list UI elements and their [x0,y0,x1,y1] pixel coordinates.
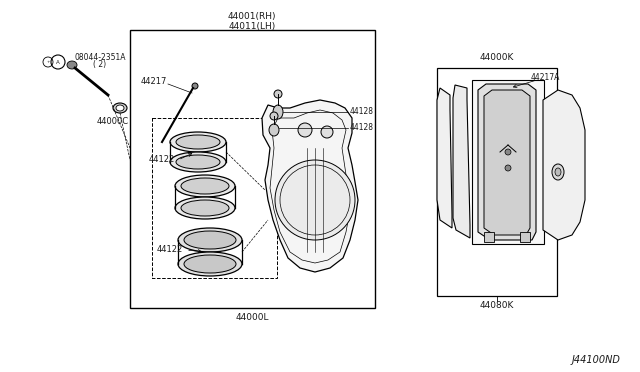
Text: ( 2): ( 2) [93,61,107,70]
Ellipse shape [178,228,242,252]
Ellipse shape [176,135,220,149]
Ellipse shape [321,126,333,138]
Ellipse shape [505,149,511,155]
Text: 44080K: 44080K [480,301,514,310]
Ellipse shape [170,152,226,172]
Text: 44122: 44122 [157,246,183,254]
Bar [130,30,375,308]
Ellipse shape [552,164,564,180]
Ellipse shape [275,160,355,240]
Ellipse shape [192,83,198,89]
Ellipse shape [170,132,226,152]
Ellipse shape [67,61,77,69]
Bar [437,68,557,296]
Ellipse shape [116,105,124,111]
Polygon shape [543,90,585,240]
Ellipse shape [274,90,282,98]
Text: A: A [56,60,60,64]
Text: J44100ND: J44100ND [571,355,620,365]
Ellipse shape [298,123,312,137]
Ellipse shape [273,105,283,119]
Ellipse shape [181,200,229,216]
Text: 44000C: 44000C [97,118,129,126]
Text: 44128: 44128 [350,108,374,116]
Ellipse shape [175,175,235,197]
Bar [152,118,277,278]
Text: 44217: 44217 [141,77,167,87]
Polygon shape [484,90,530,235]
Ellipse shape [184,255,236,273]
Bar [472,80,544,244]
Ellipse shape [178,252,242,276]
Polygon shape [520,232,530,242]
Polygon shape [453,85,470,238]
Polygon shape [262,100,358,272]
Text: 44001(RH): 44001(RH) [228,12,276,20]
Ellipse shape [555,168,561,176]
Text: 44000L: 44000L [236,312,269,321]
Polygon shape [478,84,536,240]
Text: 44128: 44128 [350,124,374,132]
Text: 44122: 44122 [148,155,175,164]
Ellipse shape [176,155,220,169]
Text: 44000K: 44000K [480,54,514,62]
Polygon shape [437,88,452,228]
Ellipse shape [181,178,229,194]
Text: 08044-2351A: 08044-2351A [74,52,125,61]
Polygon shape [484,232,494,242]
Text: +: + [46,60,50,64]
Text: 44011(LH): 44011(LH) [228,22,276,31]
Ellipse shape [270,112,278,120]
Ellipse shape [505,165,511,171]
Ellipse shape [113,103,127,113]
Text: 44217A: 44217A [531,74,560,83]
Ellipse shape [269,124,279,136]
Ellipse shape [175,197,235,219]
Ellipse shape [184,231,236,249]
